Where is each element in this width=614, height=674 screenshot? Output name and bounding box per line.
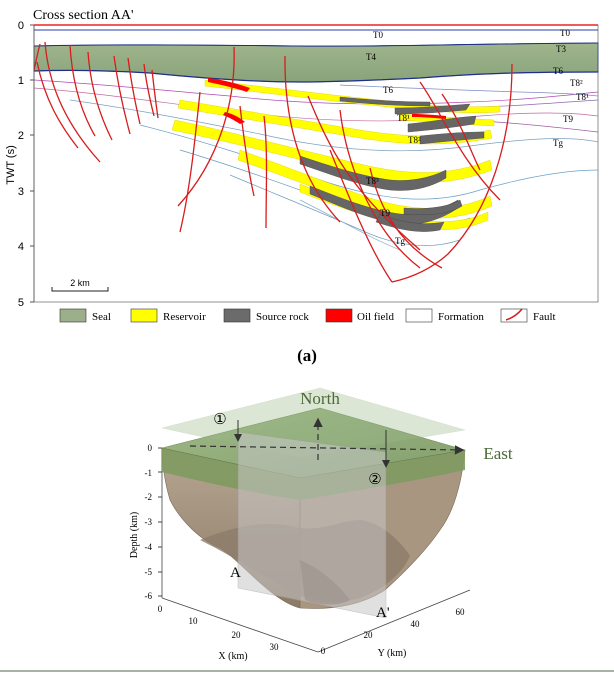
legend-label-formation: Formation (438, 311, 484, 323)
label-t9-basin: T9 (380, 208, 390, 218)
label-t6-center: T6 (383, 85, 393, 95)
panel-a-cross-section: Cross section AA' (5, 8, 599, 365)
legend-label-reservoir: Reservoir (163, 311, 206, 323)
legend-swatch-reservoir (130, 308, 158, 323)
y-axis: 0 20 40 60 Y (km) (321, 607, 465, 659)
label-t0-right: T0 (560, 28, 570, 38)
east-arrow-line (189, 445, 465, 455)
y-tick-0: 0 (321, 646, 326, 656)
x-tick-30: 30 (270, 642, 280, 652)
cross-section-title: Cross section AA' (33, 8, 134, 23)
x-tick-20: 20 (232, 630, 242, 640)
depth-tick-6: -6 (145, 591, 153, 601)
horizon-t6-line (33, 69, 599, 83)
legend-label-oil-field: Oil field (357, 311, 394, 323)
scale-bar-label: 2 km (70, 278, 90, 288)
horizon-t3-line (33, 42, 599, 47)
x-tick-10: 10 (189, 616, 199, 626)
legend-swatch-formation (405, 308, 433, 323)
label-t6-right: T6 (553, 66, 563, 76)
twt-axis: 0 1 2 3 4 5 TWT (s) (5, 20, 35, 309)
caption-a: (a) (297, 346, 317, 365)
y-tick-40: 40 (411, 619, 421, 629)
label-t8-2-right: T8² (570, 78, 583, 88)
depth-tick-5: -5 (145, 567, 153, 577)
legend-swatch-source-rock (223, 308, 251, 323)
depth-tick-0: 0 (148, 443, 153, 453)
label-t0-center: T0 (373, 30, 383, 40)
label-t8-1-basin: T8¹ (397, 113, 410, 123)
legend-swatch-seal (59, 308, 87, 323)
section-plane-aa (237, 431, 387, 619)
y-tick-20: 20 (364, 630, 374, 640)
marker-1: ① (213, 412, 226, 428)
x-axis: 0 10 20 30 X (km) (158, 604, 279, 662)
legend-label-source-rock: Source rock (256, 311, 309, 323)
label-t8-1-right: T8¹ (576, 92, 589, 102)
label-tg-basin: Tg (395, 236, 405, 246)
depth-axis: 0 -1 -2 -3 -4 -5 -6 Depth (km) (129, 443, 162, 601)
depth-tick-2: -2 (145, 492, 153, 502)
label-tg-right: Tg (553, 138, 563, 148)
oil-fields (208, 78, 446, 124)
legend: Seal Reservoir Source rock Oil field For… (59, 308, 556, 323)
y-axis-label: Y (km) (378, 648, 407, 659)
section-label-a-prime: A' (376, 605, 390, 621)
legend-swatch-oil-field (325, 308, 353, 323)
formation-horizons (33, 79, 599, 251)
legend-fault-line (505, 308, 523, 321)
label-t3-right: T3 (556, 44, 566, 54)
scale-bar: 2 km (51, 278, 109, 292)
twt-tick-5: 5 (18, 297, 24, 309)
source-rock-layers (299, 96, 485, 232)
depth-axis-label: Depth (km) (129, 512, 140, 558)
depth-tick-4: -4 (145, 542, 153, 552)
x-tick-0: 0 (158, 604, 163, 614)
twt-tick-1: 1 (18, 75, 24, 87)
twt-tick-2: 2 (18, 130, 24, 142)
y-tick-60: 60 (456, 607, 466, 617)
label-t9-right: T9 (563, 114, 573, 124)
twt-axis-label: TWT (s) (5, 145, 17, 185)
faults (33, 41, 513, 283)
depth-tick-3: -3 (145, 517, 153, 527)
label-t8-2-basin: T8² (408, 135, 421, 145)
legend-label-seal: Seal (92, 311, 111, 323)
label-t8-3-basin: T8³ (366, 176, 379, 186)
marker-2: ② (368, 472, 381, 488)
north-label: North (300, 389, 340, 408)
x-axis-label: X (km) (218, 651, 247, 662)
depth-tick-1: -1 (145, 468, 153, 478)
floor-axes (161, 448, 471, 653)
twt-tick-4: 4 (18, 241, 24, 253)
horizon-labels: T0 T0 T4 T3 T6 T6 T8² T8¹ T9 Tg T8¹ T8² … (366, 28, 589, 246)
east-label: East (483, 444, 513, 463)
label-t4-left: T4 (366, 52, 376, 62)
legend-label-fault: Fault (533, 311, 556, 323)
section-label-a: A (230, 565, 241, 581)
twt-tick-3: 3 (18, 186, 24, 198)
twt-tick-0: 0 (18, 20, 24, 32)
panel-b-3d-block: ① ② North East A A' 0 -1 -2 -3 -4 -5 -6 … (129, 387, 513, 662)
